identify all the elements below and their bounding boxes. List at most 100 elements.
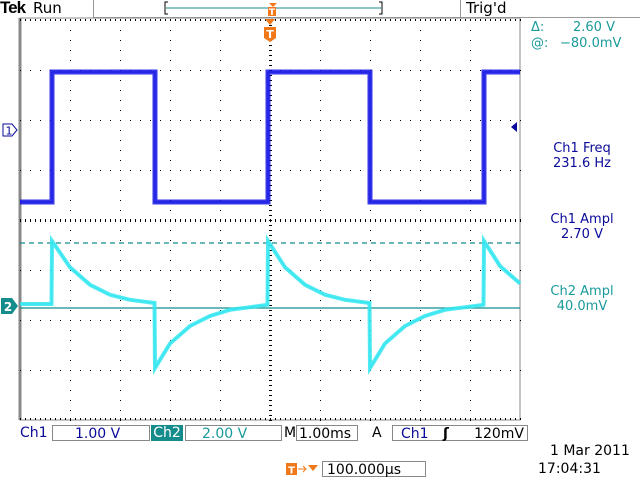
grid-dot — [370, 260, 371, 261]
ch2-label[interactable]: Ch2 — [151, 425, 183, 441]
trigger-settings[interactable]: Ch1 ʃ 120mV — [392, 425, 528, 442]
grid-dot — [370, 270, 371, 271]
grid-dot — [230, 70, 231, 71]
grid-dot — [420, 250, 421, 251]
grid-dot — [110, 170, 111, 171]
axis-tick — [325, 418, 326, 420]
grid-dot — [250, 370, 251, 371]
axis-tick — [265, 219, 266, 222]
grid-dot — [500, 320, 501, 321]
grid-dot — [490, 320, 491, 321]
grid-dot — [470, 40, 471, 41]
axis-tick — [210, 418, 211, 420]
grid-dot — [470, 150, 471, 151]
axis-tick — [50, 219, 51, 222]
axis-tick — [135, 219, 136, 222]
axis-tick — [310, 418, 311, 420]
grid-dot — [320, 160, 321, 161]
grid-dot — [420, 80, 421, 81]
grid-dot — [320, 250, 321, 251]
grid-dot — [320, 310, 321, 311]
grid-dot — [220, 130, 221, 131]
grid-dot — [120, 50, 121, 51]
grid-dot — [200, 170, 201, 171]
axis-tick — [345, 19, 346, 21]
grid-dot — [90, 170, 91, 171]
grid-dot — [150, 270, 151, 271]
axis-tick — [225, 418, 226, 420]
axis-tick — [269, 225, 272, 226]
axis-tick — [120, 19, 121, 21]
grid-dot — [420, 350, 421, 351]
divider — [460, 0, 461, 18]
grid-dot — [450, 170, 451, 171]
axis-tick — [500, 19, 501, 21]
grid-dot — [120, 120, 121, 121]
grid-dot — [170, 370, 171, 371]
grid-dot — [70, 40, 71, 41]
grid-dot — [220, 380, 221, 381]
axis-tick — [430, 19, 431, 21]
axis-tick — [269, 290, 272, 291]
grid-dot — [70, 310, 71, 311]
axis-tick — [350, 418, 351, 420]
axis-tick — [95, 19, 96, 21]
grid-dot — [220, 120, 221, 121]
axis-tick — [215, 418, 216, 420]
grid-dot — [30, 70, 31, 71]
grid-dot — [320, 320, 321, 321]
axis-tick — [40, 219, 41, 222]
waveform-ch2-core — [20, 239, 521, 370]
ch2-ground-marker[interactable]: 2 — [1, 298, 18, 314]
axis-tick — [490, 418, 491, 420]
ch1-label[interactable]: Ch1 — [20, 425, 48, 441]
grid-dot — [430, 270, 431, 271]
grid-dot — [420, 260, 421, 261]
grid-dot — [470, 250, 471, 251]
grid-dot — [320, 330, 321, 331]
ch1-scale[interactable]: 1.00 V — [52, 425, 150, 442]
trigger-source: Ch1 — [401, 426, 429, 442]
grid-dot — [170, 190, 171, 191]
axis-tick — [440, 19, 441, 21]
grid-dot — [370, 400, 371, 401]
axis-tick — [430, 219, 431, 222]
axis-tick — [250, 219, 251, 222]
grid-dot — [370, 230, 371, 231]
axis-tick — [160, 418, 161, 420]
grid-dot — [230, 320, 231, 321]
grid-dot — [220, 100, 221, 101]
grid-dot — [500, 170, 501, 171]
axis-tick — [390, 418, 391, 420]
rising-edge-icon: ʃ — [443, 426, 449, 442]
grid-dot — [120, 130, 121, 131]
grid-dot — [120, 280, 121, 281]
grid-dot — [220, 60, 221, 61]
ch2-scale[interactable]: 2.00 V — [185, 425, 282, 442]
grid-dot — [210, 270, 211, 271]
grid-dot — [170, 230, 171, 231]
axis-tick — [445, 418, 446, 420]
axis-tick — [185, 219, 186, 222]
axis-tick — [269, 215, 272, 216]
grid-dot — [240, 370, 241, 371]
axis-tick — [495, 418, 496, 420]
trigger-position-marker-icon[interactable]: T — [264, 19, 276, 42]
grid-dot — [420, 300, 421, 301]
grid-dot — [70, 390, 71, 391]
axis-tick — [420, 418, 421, 420]
grid-dot — [90, 270, 91, 271]
axis-tick — [100, 219, 101, 222]
grid-dot — [360, 370, 361, 371]
timebase-scale[interactable]: 1.00ms — [296, 425, 358, 442]
grid-dot — [420, 130, 421, 131]
trigger-level-marker-icon[interactable] — [511, 122, 517, 132]
trigger-delay-value[interactable]: 100.000µs — [322, 461, 426, 478]
axis-tick — [340, 19, 341, 21]
timebase-label: M — [284, 425, 297, 441]
ch1-ground-marker[interactable]: 1 — [2, 123, 18, 138]
axis-tick — [230, 418, 231, 420]
grid-dot — [500, 270, 501, 271]
grid-dot — [80, 370, 81, 371]
grid-dot — [420, 290, 421, 291]
